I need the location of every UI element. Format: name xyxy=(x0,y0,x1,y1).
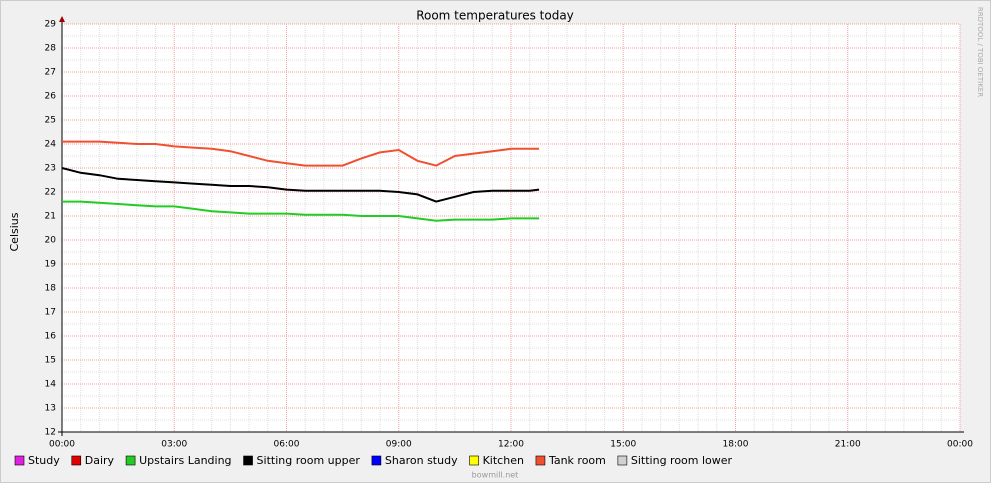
y-tick-label: 24 xyxy=(45,140,57,150)
series-line xyxy=(62,140,540,167)
legend-swatch xyxy=(243,455,253,466)
legend-label: Tank room xyxy=(548,454,606,467)
legend-swatch xyxy=(14,455,25,466)
y-tick-label: 16 xyxy=(45,332,57,342)
x-tick-label: 09:00 xyxy=(386,440,412,450)
axis-arrow xyxy=(59,16,65,22)
legend-label: Sharon study xyxy=(385,454,458,467)
y-tick-label: 28 xyxy=(45,44,57,54)
legend-label: Study xyxy=(28,454,60,467)
y-tick-label: 22 xyxy=(45,188,56,198)
y-tick-label: 12 xyxy=(45,428,56,438)
y-tick-label: 29 xyxy=(45,20,57,30)
footer: bowmill.net xyxy=(472,471,519,480)
legend-swatch xyxy=(371,455,382,466)
x-tick-label: 03:00 xyxy=(161,440,187,450)
series-line xyxy=(62,200,540,222)
y-tick-label: 25 xyxy=(45,116,56,126)
y-tick-label: 19 xyxy=(45,260,57,270)
y-tick-label: 23 xyxy=(45,164,56,174)
y-tick-label: 15 xyxy=(45,356,56,366)
x-tick-label: 00:00 xyxy=(49,440,75,450)
x-tick-label: 00:00 xyxy=(947,440,973,450)
watermark: RRDTOOL / TOBI OETIKER xyxy=(976,7,984,97)
y-tick-label: 18 xyxy=(45,284,57,294)
legend-label: Dairy xyxy=(85,454,115,467)
series-line xyxy=(61,167,540,203)
legend-label: Sitting room upper xyxy=(257,454,361,467)
legend-swatch xyxy=(617,455,628,466)
legend-swatch xyxy=(125,455,136,466)
x-tick-label: 21:00 xyxy=(835,440,861,450)
x-tick-label: 12:00 xyxy=(498,440,524,450)
legend-label: Sitting room lower xyxy=(631,454,733,467)
y-tick-label: 20 xyxy=(45,236,57,246)
legend-label: Kitchen xyxy=(483,454,524,467)
legend-swatch xyxy=(71,455,82,466)
y-tick-label: 14 xyxy=(45,380,57,390)
legend-label: Upstairs Landing xyxy=(139,454,231,467)
y-tick-label: 13 xyxy=(45,404,56,414)
x-tick-label: 06:00 xyxy=(274,440,300,450)
y-tick-label: 21 xyxy=(45,212,56,222)
x-tick-label: 15:00 xyxy=(610,440,636,450)
x-tick-label: 18:00 xyxy=(723,440,749,450)
y-tick-label: 17 xyxy=(45,308,56,318)
y-tick-label: 27 xyxy=(45,68,56,78)
chart-title: Room temperatures today xyxy=(416,9,574,23)
legend-swatch xyxy=(535,455,546,466)
y-axis-label: Celsius xyxy=(8,212,21,251)
y-tick-label: 26 xyxy=(45,92,57,102)
legend-swatch xyxy=(469,455,479,466)
